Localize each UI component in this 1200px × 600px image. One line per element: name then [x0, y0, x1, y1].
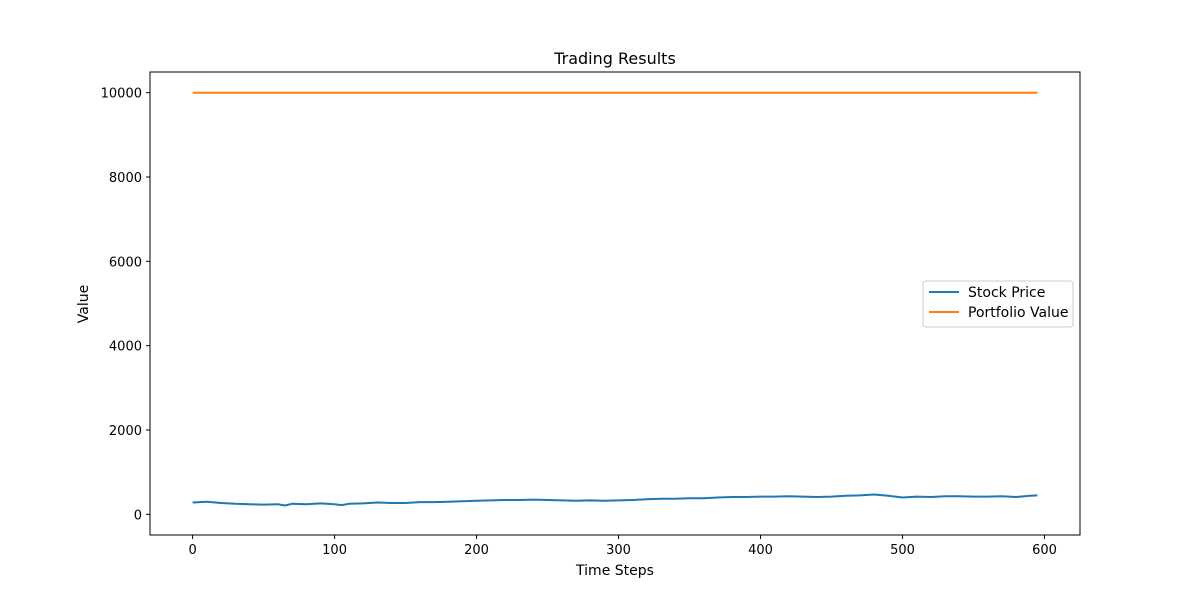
x-tick-label: 200	[464, 543, 489, 558]
y-tick-label: 4000	[109, 340, 142, 355]
y-tick-label: 8000	[109, 171, 142, 186]
legend-label-stock-price: Stock Price	[968, 285, 1045, 301]
plot-frame	[149, 71, 1081, 536]
y-axis-label: Value	[76, 285, 92, 323]
x-tick-label: 100	[322, 543, 347, 558]
series-layer	[192, 91, 1038, 507]
x-tick-label: 300	[606, 543, 631, 558]
x-tick-label: 500	[890, 543, 915, 558]
y-tick-label: 2000	[109, 424, 142, 439]
y-tick-label: 10000	[101, 87, 142, 102]
ticks-layer: 0 100 200 300 400 500 600020004000600080001000…	[101, 87, 1057, 558]
series-line-stock-price	[192, 493, 1038, 507]
legend-label-portfolio-value: Portfolio Value	[968, 305, 1069, 321]
legend: Stock Price Portfolio Value	[922, 280, 1074, 328]
x-tick-label: 600	[1032, 543, 1057, 558]
x-tick-label: 400	[748, 543, 773, 558]
x-axis-label: Time Steps	[575, 563, 654, 579]
legend-box	[922, 280, 1074, 328]
chart-title: Trading Results	[553, 49, 676, 68]
y-tick-label: 6000	[109, 255, 142, 270]
x-tick-label: 0	[188, 543, 196, 558]
y-tick-label: 0	[134, 508, 142, 523]
